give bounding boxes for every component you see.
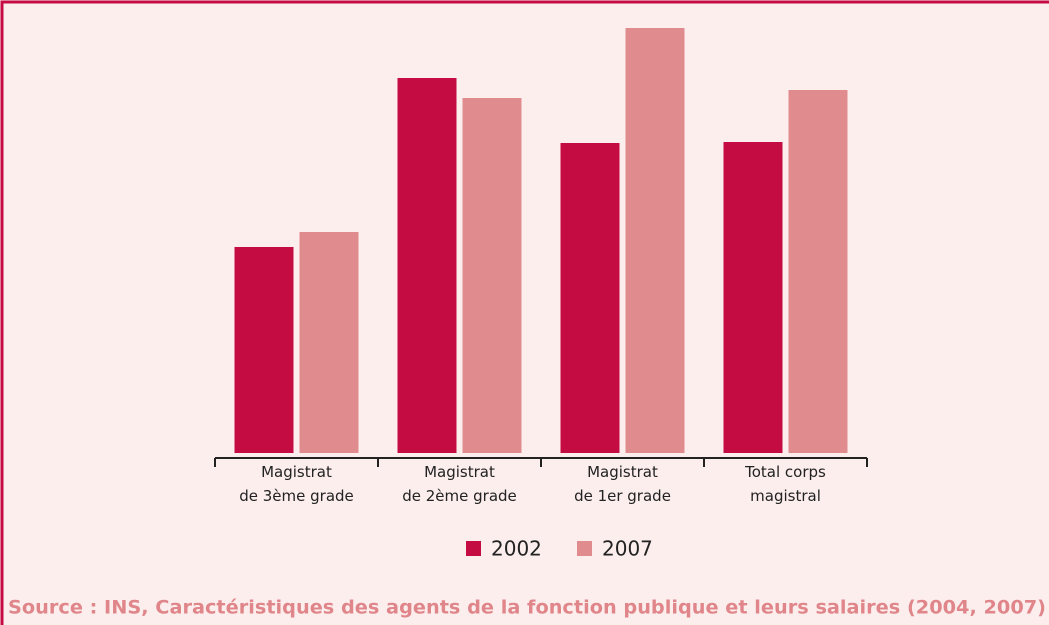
x-tick-label: Magistrat de 2ème grade [402, 463, 517, 505]
legend-label: 2002 [491, 537, 542, 561]
x-tick-label-line: de 2ème grade [402, 487, 517, 505]
x-tick-label-line: Total corps [744, 463, 826, 481]
x-tick-label-line: Magistrat [587, 463, 658, 481]
legend-swatch [466, 541, 481, 556]
legend-swatch [577, 541, 592, 556]
x-tick-label: Magistrat de 3ème grade [239, 463, 354, 505]
x-tick-label-line: magistral [750, 487, 821, 505]
x-tick-label-line: de 1er grade [574, 487, 671, 505]
bar [560, 143, 620, 453]
source: Source : INS, Caractéristiques des agent… [8, 597, 1046, 619]
x-tick-label-line: Magistrat [261, 463, 332, 481]
legend-label: 2007 [602, 537, 653, 561]
bar [625, 28, 685, 453]
bar [234, 247, 294, 453]
x-tick-label: Magistrat de 1er grade [574, 463, 671, 505]
x-tick-label-line: Magistrat [424, 463, 495, 481]
bar [397, 78, 457, 453]
bar [723, 142, 783, 453]
bar [462, 98, 522, 453]
bar [788, 90, 848, 453]
bar [299, 232, 359, 453]
x-tick-label-line: de 3ème grade [239, 487, 354, 505]
x-tick-label: Total corps magistral [744, 463, 826, 505]
